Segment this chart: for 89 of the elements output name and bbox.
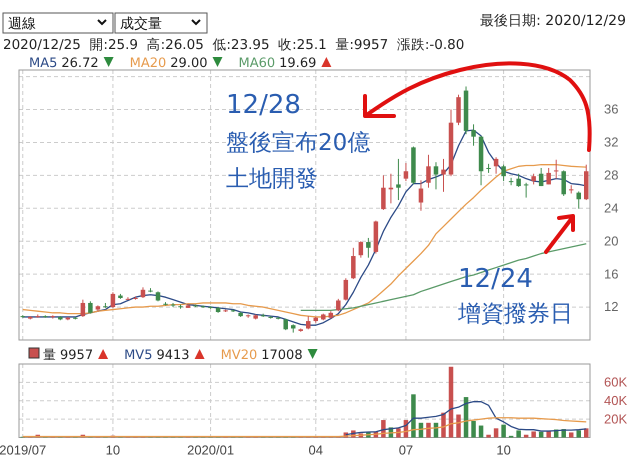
candlestick [486, 163, 491, 174]
text: 9413 [156, 348, 190, 363]
chart-subtitle: 2020/12/25 開:25.9 高:26.05 低:23.95 收:25.1 量:9957 漲跌:-0.80 [3, 37, 464, 53]
text: MA60 [238, 56, 276, 71]
candlestick [336, 298, 341, 312]
bar [576, 430, 581, 438]
candlestick [418, 180, 424, 212]
y-tick-label: 24 [604, 200, 618, 216]
candlestick [524, 182, 528, 198]
x-tick-label: 10 [106, 442, 120, 458]
candlestick [516, 173, 521, 188]
bar [486, 434, 491, 438]
candlestick [358, 240, 364, 258]
x-tick-label: 2019/07 [0, 442, 46, 458]
text: 成交量 [120, 16, 162, 32]
line-series [22, 417, 587, 438]
x-tick-label: 10 [496, 442, 511, 458]
text: 9957 [60, 348, 94, 363]
candlestick [396, 158, 401, 201]
x-tick-label: 07 [398, 442, 414, 458]
bar [411, 394, 416, 438]
candlestick [434, 162, 438, 190]
candlestick [561, 170, 566, 196]
text: MV20 [220, 348, 258, 363]
bar [456, 414, 461, 438]
candlestick [441, 158, 446, 192]
candlestick [140, 286, 146, 299]
bar [546, 431, 551, 438]
candlestick [156, 290, 160, 302]
candlestick [501, 164, 506, 182]
y-tick-label: 36 [604, 102, 618, 117]
y-tick-label: 40K [604, 392, 628, 408]
y-tick-label: 28 [604, 168, 618, 183]
annotation: 29.00 [170, 56, 208, 71]
bar [584, 428, 588, 438]
text: 週線 [8, 16, 36, 32]
annotation: 盤後宣布20億 [226, 130, 370, 156]
text: MA20 [130, 56, 166, 71]
bar [471, 420, 476, 438]
bar [448, 366, 454, 438]
chart-title: 最後日期: 2020/12/29 [480, 13, 626, 29]
x-tick-label: 2020/01 [187, 442, 234, 458]
annotation: 增資撥券日 [457, 301, 573, 327]
candlestick [494, 156, 498, 174]
annotation: 12/28 [226, 90, 301, 120]
candlestick [531, 173, 536, 185]
y-tick-label: 20 [604, 233, 618, 248]
candlestick [88, 300, 93, 314]
bar [538, 432, 544, 438]
candlestick [344, 278, 348, 301]
candlestick [388, 173, 394, 204]
text: 17008 [261, 348, 303, 363]
candlestick [283, 318, 288, 331]
x-tick-label: 04 [308, 442, 324, 458]
bar [464, 397, 468, 438]
candlestick [306, 316, 311, 330]
bar [531, 431, 536, 438]
bar [516, 430, 521, 438]
y-tick-label: 16 [604, 266, 618, 282]
candlestick [546, 167, 551, 185]
candlestick [538, 167, 544, 187]
line-series [345, 401, 587, 436]
legend-label: 量 [43, 348, 56, 363]
text: MV5 [124, 348, 152, 363]
y-tick-label: 60K [604, 374, 628, 390]
annotation: 19.69 [279, 56, 316, 71]
bar [524, 434, 528, 438]
candlestick [576, 190, 581, 210]
annotation: 12/24 [458, 264, 533, 294]
candlestick [426, 154, 431, 188]
y-tick-label: 32 [604, 134, 618, 150]
candlestick [80, 299, 86, 318]
candlestick [554, 159, 558, 180]
candlestick [366, 237, 371, 258]
candlestick [471, 124, 476, 146]
annotation: 26.72 [61, 56, 99, 71]
text: MA5 [29, 56, 58, 71]
bar [568, 432, 574, 438]
candlestick [351, 247, 356, 280]
annotation: 土地開發 [226, 166, 318, 192]
bar [494, 428, 498, 438]
candlestick [110, 292, 116, 308]
bar [501, 424, 506, 438]
candlestick [381, 174, 386, 210]
y-tick-label: 20K [604, 411, 628, 426]
candlestick [404, 162, 408, 182]
candlestick [568, 184, 574, 194]
bar [478, 426, 484, 438]
y-tick-label: 12 [604, 299, 618, 314]
